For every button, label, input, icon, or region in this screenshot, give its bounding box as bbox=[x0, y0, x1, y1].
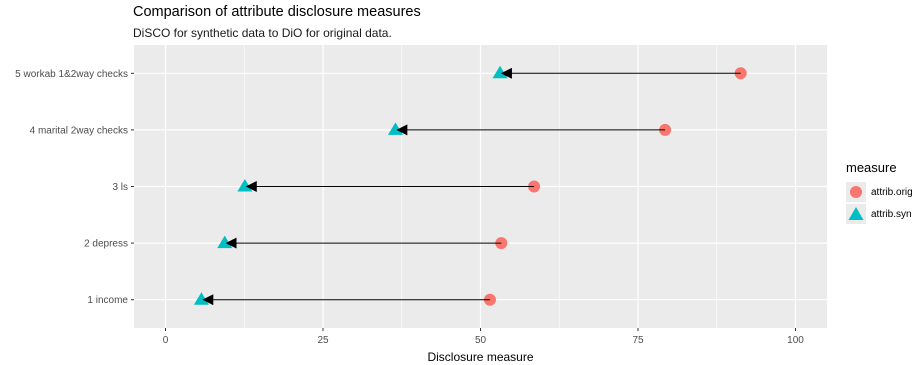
legend-label-orig: attrib.orig bbox=[871, 186, 913, 198]
chart-title: Comparison of attribute disclosure measu… bbox=[133, 4, 421, 20]
x-tick-label: 75 bbox=[632, 335, 644, 346]
legend: measure attrib.orig attrib.syn bbox=[846, 160, 913, 225]
y-tick-label: 3 ls bbox=[112, 182, 128, 193]
y-tick-label: 4 marital 2way checks bbox=[30, 125, 128, 136]
legend-label-syn: attrib.syn bbox=[871, 208, 912, 220]
x-tick-label: 100 bbox=[787, 335, 804, 346]
legend-triangle-icon bbox=[846, 204, 866, 224]
legend-circle-icon bbox=[846, 182, 866, 202]
y-tick-label: 5 workab 1&2way checks bbox=[15, 69, 128, 80]
x-tick-label: 0 bbox=[163, 335, 169, 346]
x-axis-title: Disclosure measure bbox=[427, 350, 533, 364]
chart-subtitle: DiSCO for synthetic data to DiO for orig… bbox=[133, 26, 392, 40]
y-tick-label: 1 income bbox=[87, 295, 128, 306]
x-tick-label: 25 bbox=[317, 335, 329, 346]
legend-item-orig: attrib.orig bbox=[846, 181, 913, 203]
x-tick-label: 50 bbox=[475, 335, 487, 346]
legend-item-syn: attrib.syn bbox=[846, 203, 913, 225]
y-tick-label: 2 depress bbox=[84, 239, 128, 250]
legend-title: measure bbox=[846, 160, 897, 175]
